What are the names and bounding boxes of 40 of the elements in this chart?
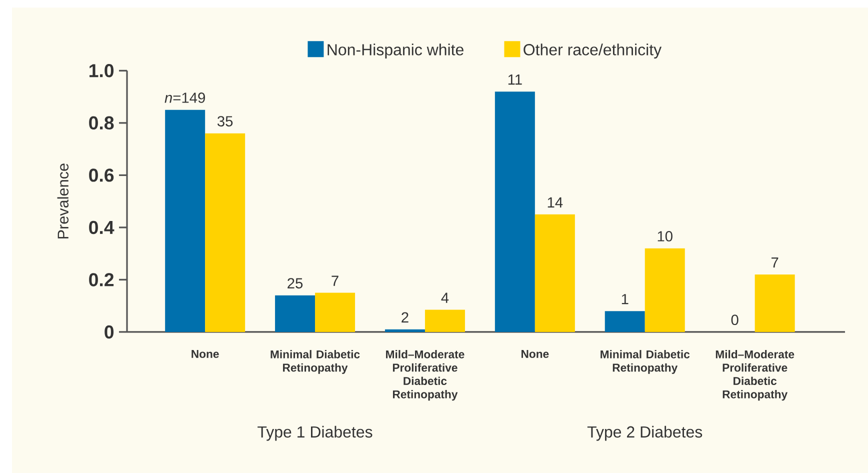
y-tick-label: 0.2 bbox=[89, 273, 114, 286]
bar bbox=[534, 214, 575, 332]
annotation: n=149 bbox=[164, 92, 205, 103]
bar bbox=[494, 92, 535, 332]
y-tick-label: 0.6 bbox=[89, 168, 114, 182]
annotation: 2 bbox=[402, 312, 408, 322]
legend-label: Non-Hispanic white bbox=[328, 44, 464, 59]
bar bbox=[644, 248, 685, 332]
x-tick-label: Mild–Moderate Proliferative Diabetic Retinopathy bbox=[716, 350, 794, 401]
bar bbox=[315, 292, 356, 332]
x-tick-label: Mild–Moderate Proliferative Diabetic Retinopathy bbox=[386, 350, 464, 401]
bar bbox=[424, 310, 465, 332]
y-tick-label: 1.0 bbox=[90, 64, 114, 78]
y-tick-label: 0.8 bbox=[89, 116, 114, 130]
x-tick-label: Minimal Diabetic Retinopathy bbox=[270, 350, 360, 374]
x-tick-label: Minimal Diabetic Retinopathy bbox=[600, 350, 690, 374]
annotation: 14 bbox=[548, 197, 563, 208]
annotation: 11 bbox=[508, 74, 522, 85]
annotation: 25 bbox=[288, 278, 303, 288]
annotation: 10 bbox=[658, 231, 672, 242]
annotation: 7 bbox=[772, 257, 778, 268]
x-tick-label: None bbox=[192, 350, 219, 358]
annotation: 0 bbox=[731, 314, 738, 326]
y-tick-label: 0.4 bbox=[89, 220, 114, 234]
bar bbox=[384, 329, 425, 332]
x-tick-label: None bbox=[522, 350, 549, 358]
bar bbox=[205, 133, 246, 332]
bar bbox=[754, 274, 795, 332]
bar bbox=[604, 311, 645, 332]
annotation: 4 bbox=[441, 292, 449, 303]
legend-label: Other race/ethnicity bbox=[524, 44, 662, 59]
y-axis-title: Prevalence bbox=[57, 164, 69, 238]
annotation: 1 bbox=[622, 294, 628, 304]
y-tick-label: 0 bbox=[104, 325, 114, 339]
text: Type 2 Diabetes bbox=[587, 426, 702, 441]
annotation: 35 bbox=[217, 116, 233, 126]
bar bbox=[165, 110, 206, 332]
text: Type 1 Diabetes bbox=[258, 426, 372, 441]
bar bbox=[275, 295, 316, 332]
annotation: 7 bbox=[332, 276, 338, 286]
